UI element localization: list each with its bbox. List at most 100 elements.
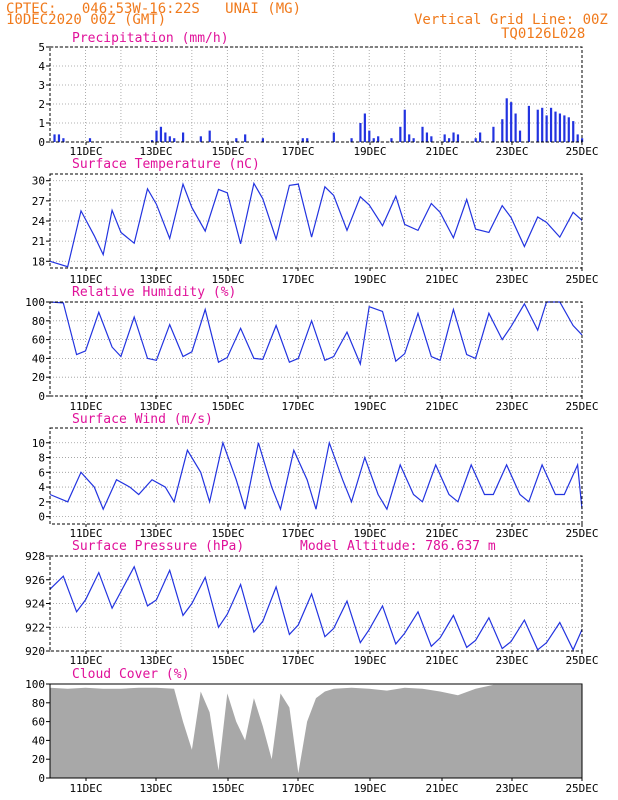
precip-bar [390, 138, 393, 142]
xtick-label: 21DEC [425, 654, 458, 667]
station-line: CPTEC: 046:53W-16:22S UNAI (MG) [6, 1, 302, 17]
xtick-label: 23DEC [495, 400, 528, 413]
ytick-label: 924 [25, 598, 45, 611]
xtick-label: 15DEC [211, 654, 244, 667]
precip-bar [448, 138, 451, 142]
precip-bar [235, 138, 238, 142]
ytick-label: 40 [32, 734, 45, 747]
precip-bar [403, 109, 406, 142]
precip-bar [479, 132, 482, 142]
plot-frame [49, 555, 583, 652]
precip-bar [510, 102, 513, 142]
precip-bar [452, 132, 455, 142]
precip-bar [159, 126, 163, 142]
precip-bar [399, 126, 402, 142]
ytick-label: 5 [38, 41, 45, 54]
xtick-label: 17DEC [281, 273, 314, 286]
temperature-line [49, 181, 583, 268]
ytick-label: 10 [32, 437, 45, 450]
xtick-label: 25DEC [565, 400, 598, 413]
xtick-label: 19DEC [353, 527, 386, 540]
xtick-label: 23DEC [495, 527, 528, 540]
panel-precipitation: 0 1 2 3 4 5 11DEC 13DEC 15DEC 17DEC 19DEC 21DEC 23DE… [38, 31, 598, 158]
ytick-label: 100 [25, 296, 45, 309]
ytick-label: 21 [32, 235, 45, 248]
ytick-label: 3 [38, 79, 45, 92]
date-line: 10DEC2020 00Z (GMT) [6, 12, 167, 28]
precip-bar [443, 134, 446, 142]
precip-bar [244, 134, 247, 142]
precip-bar [208, 130, 211, 142]
precip-bar [173, 138, 176, 142]
xtick-label: 19DEC [353, 782, 386, 795]
xtick-label: 15DEC [211, 273, 244, 286]
ytick-label: 24 [32, 215, 46, 228]
precip-bar [421, 126, 424, 142]
panel-title: Relative Humidity (%) [72, 285, 236, 300]
ytick-label: 2 [38, 98, 45, 111]
precip-bar [62, 138, 65, 142]
xtick-label: 19DEC [353, 400, 386, 413]
ytick-label: 926 [25, 574, 45, 587]
xtick-label: 13DEC [139, 527, 172, 540]
xtick-label: 17DEC [281, 400, 314, 413]
ytick-label: 0 [38, 136, 45, 149]
ytick-label: 8 [38, 452, 45, 465]
precip-bar [368, 130, 371, 142]
panel-pressure: 920 922 924 926 928 11DEC 13DEC 15DEC 17DEC 19DEC… [25, 539, 598, 667]
precip-bar [505, 98, 508, 142]
xtick-label: 21DEC [425, 527, 458, 540]
model-altitude: Model Altitude: 786.637 m [300, 539, 496, 554]
precip-bar [306, 138, 309, 142]
precip-bar [554, 111, 557, 142]
pressure-line [49, 565, 583, 652]
ytick-label: 0 [38, 772, 45, 785]
precip-bar [572, 121, 575, 142]
precip-bar [430, 136, 433, 142]
precip-bar [456, 134, 460, 142]
plot-frame [49, 46, 583, 143]
xtick-label: 11DEC [69, 527, 102, 540]
precip-bar [350, 138, 353, 142]
xtick-label: 19DEC [353, 145, 386, 158]
ytick-label: 40 [32, 352, 45, 365]
panel-cloud_cover: 0 20 40 60 80 100 11DEC 13DEC 15DEC 17DEC 19DEC 21D… [25, 667, 598, 795]
xtick-label: 11DEC [69, 400, 102, 413]
xtick-label: 17DEC [281, 145, 314, 158]
ytick-label: 20 [32, 753, 45, 766]
precip-bar [372, 138, 375, 142]
ytick-label: 27 [32, 195, 45, 208]
ytick-label: 0 [38, 390, 45, 403]
xtick-label: 13DEC [139, 273, 172, 286]
precip-bar [332, 132, 335, 142]
precip-bar [155, 130, 158, 142]
xtick-label: 15DEC [211, 782, 244, 795]
humidity-line [49, 301, 583, 367]
xtick-label: 21DEC [425, 273, 458, 286]
precip-bar [412, 138, 415, 142]
plot-frame [49, 301, 583, 397]
xtick-label: 23DEC [495, 273, 528, 286]
precip-bar [563, 115, 566, 142]
xtick-label: 23DEC [495, 145, 528, 158]
panel-title: Surface Temperature (nC) [72, 157, 260, 172]
model-code: TQ0126L028 [501, 26, 586, 42]
ytick-label: 4 [38, 481, 45, 494]
xtick-label: 15DEC [211, 527, 244, 540]
wind-line [49, 440, 583, 512]
precip-bar [558, 113, 562, 142]
xtick-label: 13DEC [139, 400, 172, 413]
xtick-label: 23DEC [495, 782, 528, 795]
xtick-label: 25DEC [565, 273, 598, 286]
plot-frame [49, 427, 583, 525]
precip-bar [474, 138, 477, 142]
xtick-label: 21DEC [425, 400, 458, 413]
precip-bar [567, 117, 570, 142]
precip-bar [545, 115, 548, 142]
ytick-label: 920 [25, 645, 45, 658]
ytick-label: 922 [25, 621, 45, 634]
precip-bar [57, 134, 61, 142]
ytick-label: 60 [32, 716, 45, 729]
xtick-label: 13DEC [139, 145, 172, 158]
precip-bar [549, 107, 553, 142]
